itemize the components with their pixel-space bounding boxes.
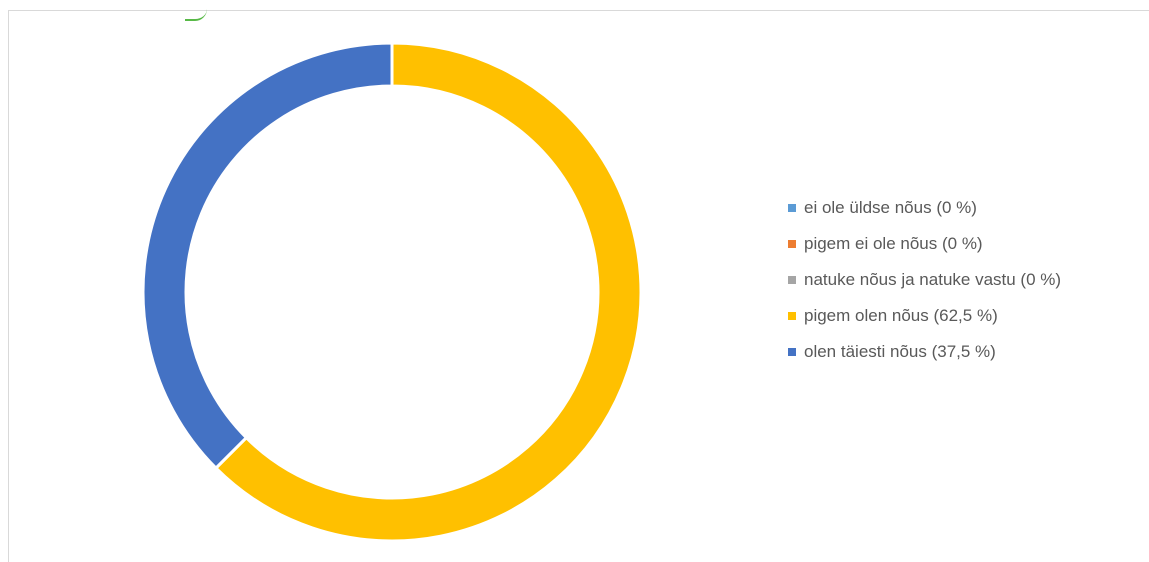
chart-legend: ei ole üldse nõus (0 %) pigem ei ole nõu… bbox=[788, 190, 1061, 370]
legend-item: pigem ei ole nõus (0 %) bbox=[788, 226, 1061, 262]
legend-label: ei ole üldse nõus (0 %) bbox=[804, 198, 977, 217]
donut-slice bbox=[141, 41, 394, 471]
legend-swatch bbox=[788, 276, 796, 284]
legend-item: ei ole üldse nõus (0 %) bbox=[788, 190, 1061, 226]
legend-label: pigem ei ole nõus (0 %) bbox=[804, 234, 983, 253]
legend-item: pigem olen nõus (62,5 %) bbox=[788, 298, 1061, 334]
chart-area bbox=[8, 10, 1149, 562]
decorative-mark bbox=[185, 0, 207, 21]
legend-swatch bbox=[788, 312, 796, 320]
legend-swatch bbox=[788, 240, 796, 248]
donut-slice bbox=[213, 41, 643, 543]
legend-label: olen täiesti nõus (37,5 %) bbox=[804, 342, 996, 361]
legend-swatch bbox=[788, 204, 796, 212]
legend-swatch bbox=[788, 348, 796, 356]
legend-label: natuke nõus ja natuke vastu (0 %) bbox=[804, 270, 1062, 289]
legend-item: olen täiesti nõus (37,5 %) bbox=[788, 334, 1061, 370]
legend-item: natuke nõus ja natuke vastu (0 %) bbox=[788, 262, 1061, 298]
legend-label: pigem olen nõus (62,5 %) bbox=[804, 306, 998, 325]
